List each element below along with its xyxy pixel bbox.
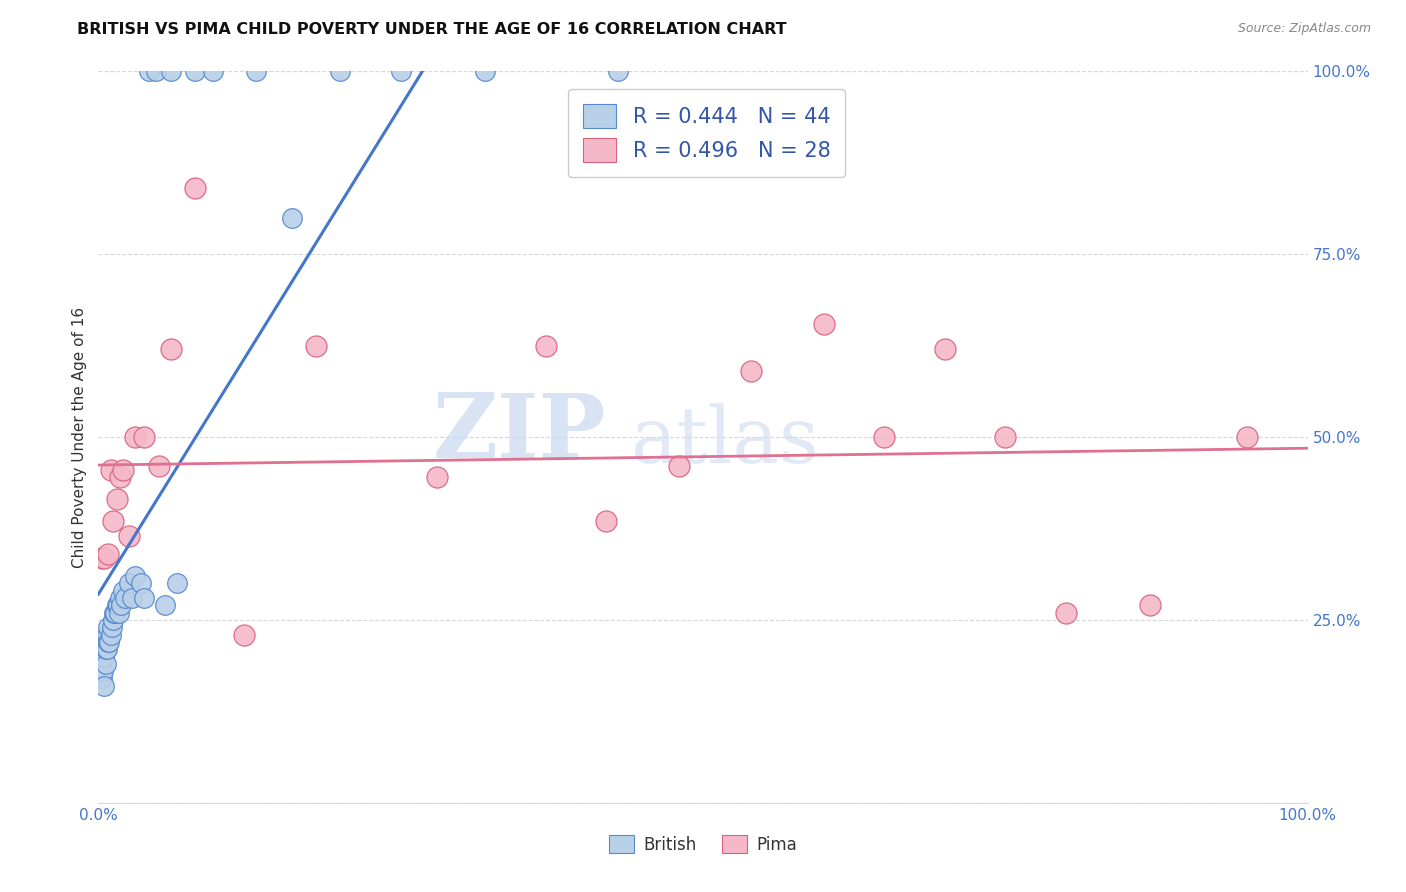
Point: [93, 649, 115, 664]
Point: [740, 364, 762, 378]
Point: [97, 547, 120, 561]
Point: [105, 492, 128, 507]
Point: [134, 591, 156, 605]
Point: [108, 606, 131, 620]
Point: [107, 599, 129, 613]
Point: [104, 606, 127, 620]
Point: [873, 430, 896, 444]
Point: [91, 664, 114, 678]
Point: [245, 64, 267, 78]
Point: [97, 635, 120, 649]
Point: [101, 514, 124, 528]
Point: [184, 181, 207, 195]
Point: [281, 211, 304, 225]
Point: [114, 591, 136, 605]
Point: [474, 64, 496, 78]
Point: [1236, 430, 1258, 444]
Point: [91, 649, 114, 664]
Point: [91, 672, 114, 686]
Point: [100, 627, 122, 641]
Point: [134, 430, 156, 444]
Point: [329, 64, 352, 78]
Point: [105, 599, 128, 613]
Point: [96, 627, 118, 641]
Point: [91, 550, 114, 565]
Point: [101, 613, 124, 627]
Text: atlas: atlas: [630, 403, 820, 479]
Point: [111, 463, 134, 477]
Point: [145, 64, 167, 78]
Point: [148, 459, 170, 474]
Point: [94, 642, 117, 657]
Point: [98, 635, 121, 649]
Point: [103, 606, 125, 620]
Text: ZIP: ZIP: [433, 390, 606, 477]
Point: [108, 470, 131, 484]
Point: [934, 343, 956, 357]
Text: BRITISH VS PIMA CHILD POVERTY UNDER THE AGE OF 16 CORRELATION CHART: BRITISH VS PIMA CHILD POVERTY UNDER THE …: [77, 22, 787, 37]
Point: [534, 338, 557, 352]
Point: [232, 627, 254, 641]
Point: [184, 64, 207, 78]
Point: [813, 317, 835, 331]
Point: [138, 64, 160, 78]
Point: [426, 470, 449, 484]
Point: [93, 679, 115, 693]
Point: [994, 430, 1017, 444]
Point: [305, 338, 328, 352]
Point: [121, 591, 143, 605]
Point: [129, 576, 152, 591]
Point: [111, 583, 134, 598]
Point: [91, 635, 114, 649]
Point: [166, 576, 188, 591]
Point: [607, 64, 630, 78]
Point: [108, 591, 131, 605]
Point: [160, 343, 183, 357]
Point: [153, 599, 176, 613]
Point: [124, 569, 146, 583]
Point: [100, 620, 122, 634]
Point: [160, 64, 183, 78]
Point: [93, 550, 115, 565]
Point: [118, 576, 141, 591]
Point: [1054, 606, 1077, 620]
Point: [90, 657, 112, 671]
Point: [389, 64, 412, 78]
Point: [1139, 599, 1161, 613]
Point: [97, 620, 120, 634]
Point: [202, 64, 225, 78]
Point: [94, 657, 117, 671]
Point: [124, 430, 146, 444]
Point: [110, 599, 132, 613]
Point: [118, 529, 141, 543]
Legend: British, Pima: British, Pima: [602, 829, 804, 860]
Point: [96, 642, 118, 657]
Text: Source: ZipAtlas.com: Source: ZipAtlas.com: [1237, 22, 1371, 36]
Point: [595, 514, 617, 528]
Point: [100, 463, 122, 477]
Y-axis label: Child Poverty Under the Age of 16: Child Poverty Under the Age of 16: [72, 307, 87, 567]
Point: [668, 459, 690, 474]
